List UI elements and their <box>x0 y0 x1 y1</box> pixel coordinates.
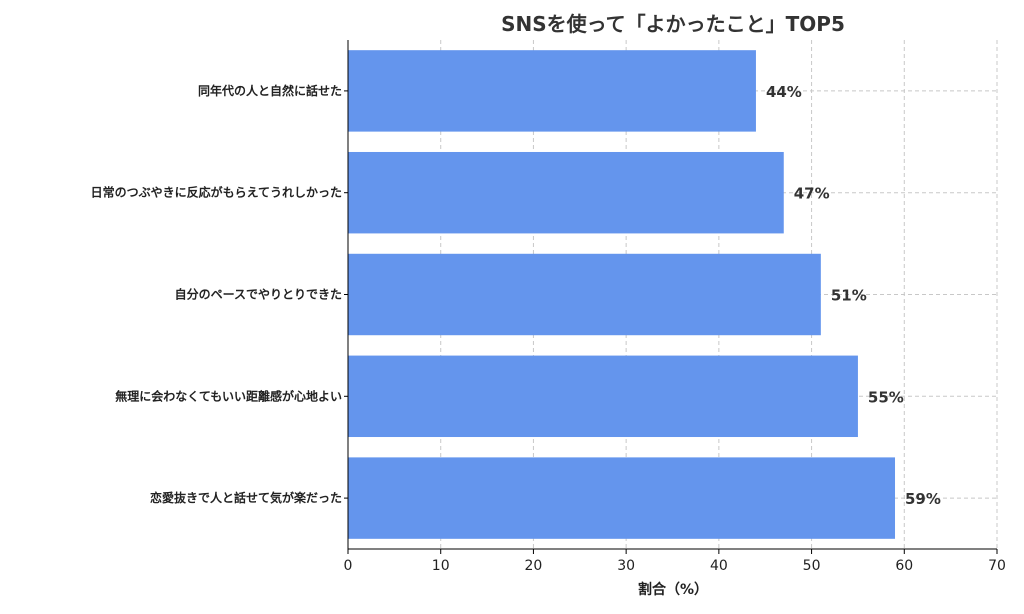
value-label: 55% <box>868 388 904 406</box>
x-tick-label: 60 <box>895 558 913 574</box>
category-label: 同年代の人と自然に話せた <box>198 83 342 98</box>
x-tick-label: 10 <box>432 558 450 574</box>
bar <box>348 50 756 132</box>
value-label: 44% <box>766 83 802 101</box>
value-label: 59% <box>905 490 941 508</box>
chart-title: SNSを使って「よかったこと」TOP5 <box>501 12 845 36</box>
category-label: 無理に会わなくてもいい距離感が心地よい <box>115 388 342 403</box>
axes: 0 10 20 30 40 50 60 70 同年代の人と自然に話せた 44% 日常のつぶやきに反応… <box>91 40 1006 574</box>
category-label: 恋愛抜きで人と話せて気が楽だった <box>150 490 342 505</box>
x-axis-label: 割合（%） <box>638 581 708 598</box>
category-label: 自分のペースでやりとりできた <box>175 287 342 302</box>
x-tick-label: 30 <box>617 558 635 574</box>
x-tick-label: 50 <box>803 558 821 574</box>
category-label: 日常のつぶやきに反応がもらえてうれしかった <box>91 185 342 200</box>
x-tick-label: 20 <box>525 558 543 574</box>
bar <box>348 151 784 234</box>
value-label: 51% <box>831 287 867 305</box>
x-tick-label: 0 <box>344 558 353 574</box>
bar <box>348 355 858 438</box>
value-label: 47% <box>794 185 830 203</box>
bars <box>348 50 896 539</box>
bar <box>348 457 896 539</box>
x-tick-label: 40 <box>710 558 728 574</box>
x-tick-label: 70 <box>988 558 1006 574</box>
bar <box>348 253 821 336</box>
